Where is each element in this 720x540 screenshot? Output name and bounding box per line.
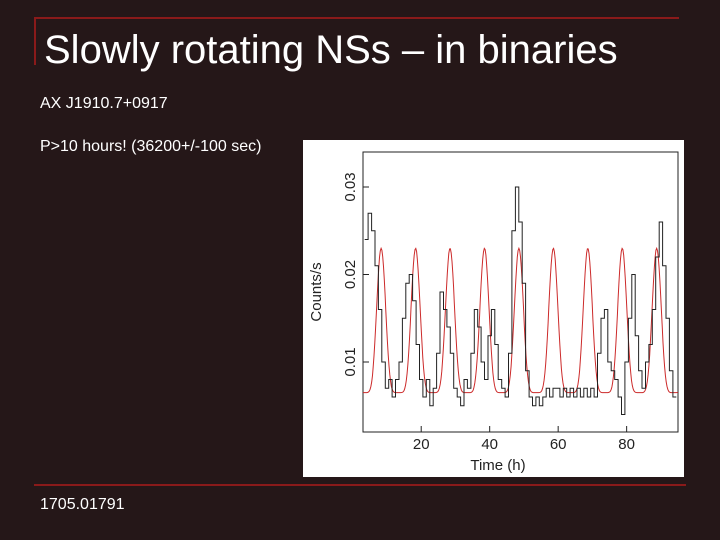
frame-bottom-rule [34,484,686,486]
x-tick-label: 60 [550,436,567,453]
x-tick-label: 20 [413,436,430,453]
x-tick-label: 80 [618,436,635,453]
y-axis-label: Counts/s [308,262,325,321]
frame-top-rule [34,17,679,19]
y-tick-label: 0.03 [342,172,359,201]
frame-left-rule [34,17,36,65]
x-axis-label: Time (h) [470,457,525,474]
slide-title: Slowly rotating NSs – in binaries [44,28,618,72]
model-curve [363,246,679,394]
x-tick-label: 40 [481,436,498,453]
y-tick-label: 0.01 [342,347,359,376]
plot-frame [362,151,679,433]
light-curve-figure: 0.01 0.02 0.03 20 40 60 80 Time (h) Counts/s [303,140,684,477]
y-tick-label: 0.02 [342,260,359,289]
reference-id: 1705.01791 [40,496,125,513]
observed-light-curve [364,186,677,415]
source-name: AX J1910.7+0917 [40,95,168,112]
light-curve-chart: 0.01 0.02 0.03 20 40 60 80 Time (h) Counts/s [308,151,679,474]
period-note: P>10 hours! (36200+/-100 sec) [40,138,262,155]
